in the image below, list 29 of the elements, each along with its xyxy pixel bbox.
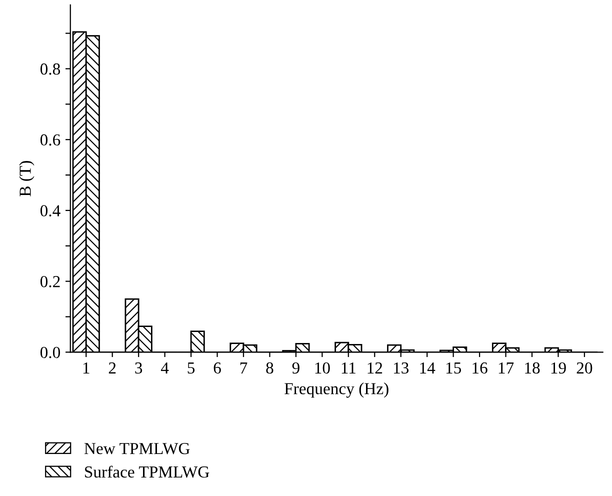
x-tick-label: 15 [446, 362, 461, 374]
x-tick-label: 13 [394, 362, 409, 374]
x-tick-label: 4 [160, 362, 169, 374]
x-tick-label: 20 [576, 362, 592, 374]
x-tick-label: 18 [525, 362, 540, 374]
x-tick-label: 10 [315, 362, 330, 374]
x-tick-label: 3 [135, 362, 142, 374]
x-tick-label: 2 [108, 362, 116, 374]
y-tick-label: 0.8 [40, 63, 60, 75]
x-tick-label: 7 [240, 362, 248, 374]
x-tick-label: 1 [83, 362, 90, 374]
y-tick-label: 0.2 [40, 276, 60, 288]
y-tick-label: 0.0 [40, 346, 60, 358]
x-axis-title: Frequency (Hz) [284, 382, 388, 398]
x-tick-label: 16 [472, 362, 488, 374]
x-tick-label: 12 [368, 362, 382, 374]
x-tick-label: 19 [551, 362, 566, 374]
x-tick-label: 17 [498, 362, 514, 374]
x-tick-label: 8 [266, 362, 274, 374]
y-tick-label: 0.6 [40, 134, 60, 146]
y-tick-label: 0.4 [40, 205, 60, 216]
x-tick-label: 9 [292, 362, 300, 374]
x-tick-label: 14 [420, 362, 436, 374]
legend-label: New TPMLWG [84, 442, 190, 454]
x-tick-label: 5 [188, 362, 195, 374]
x-tick-label: 6 [214, 362, 221, 374]
legend-label: Surface TPMLWG [85, 466, 210, 478]
x-tick-label: 11 [342, 362, 356, 374]
y-axis-title: B (T) [19, 161, 34, 196]
